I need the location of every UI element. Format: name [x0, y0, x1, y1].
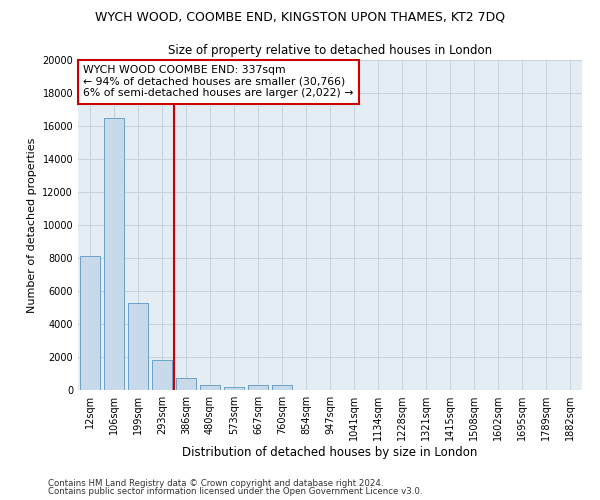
Text: Contains public sector information licensed under the Open Government Licence v3: Contains public sector information licen…: [48, 487, 422, 496]
Text: WYCH WOOD COOMBE END: 337sqm
← 94% of detached houses are smaller (30,766)
6% of: WYCH WOOD COOMBE END: 337sqm ← 94% of de…: [83, 65, 353, 98]
X-axis label: Distribution of detached houses by size in London: Distribution of detached houses by size …: [182, 446, 478, 459]
Bar: [104, 118, 124, 390]
Title: Size of property relative to detached houses in London: Size of property relative to detached ho…: [168, 44, 492, 58]
Bar: [248, 385, 268, 390]
Bar: [176, 378, 196, 390]
Bar: [272, 385, 292, 390]
Bar: [128, 302, 148, 390]
Text: Contains HM Land Registry data © Crown copyright and database right 2024.: Contains HM Land Registry data © Crown c…: [48, 478, 383, 488]
Text: WYCH WOOD, COOMBE END, KINGSTON UPON THAMES, KT2 7DQ: WYCH WOOD, COOMBE END, KINGSTON UPON THA…: [95, 10, 505, 23]
Y-axis label: Number of detached properties: Number of detached properties: [27, 138, 37, 312]
Bar: [224, 386, 244, 390]
Bar: [80, 256, 100, 390]
Bar: [152, 360, 172, 390]
Bar: [200, 385, 220, 390]
